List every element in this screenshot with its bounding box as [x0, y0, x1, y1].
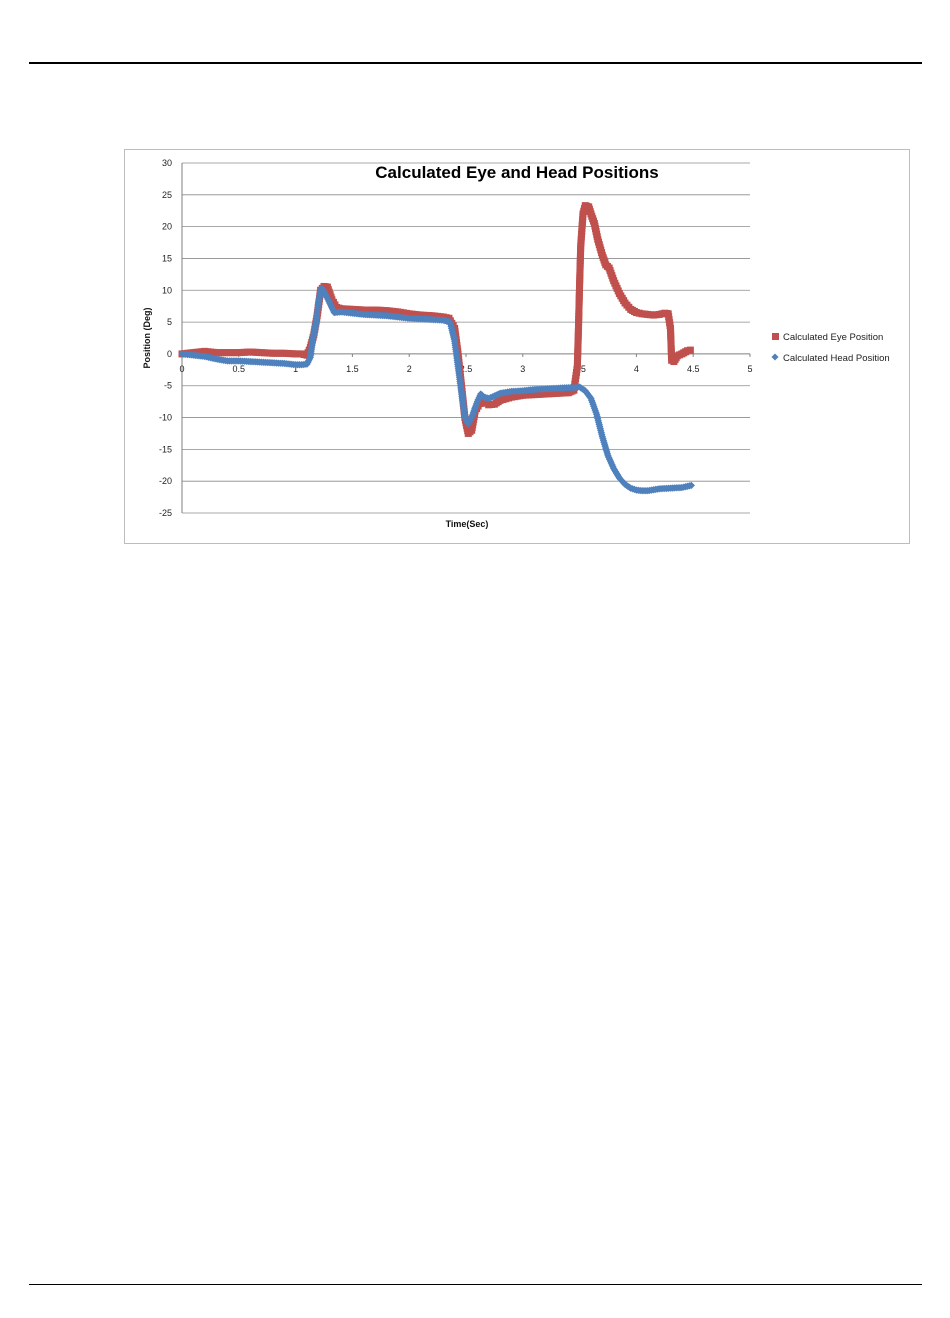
- chart-frame: 30 25 20 15 10 5 0 -5 -10 -15 -20 -25 0 0.5 1 1.5 2 2.5 3…: [124, 149, 910, 544]
- series-head: [178, 284, 695, 495]
- eye-position-point: [686, 346, 694, 354]
- legend: Calculated Eye Position Calculated Head …: [771, 332, 890, 364]
- chart-title: Calculated Eye and Head Positions: [375, 163, 658, 182]
- y-tick-label: -5: [164, 381, 172, 391]
- y-tick-label: 5: [167, 317, 172, 327]
- x-tick-label: 2: [407, 364, 412, 374]
- y-tick-label: 0: [167, 349, 172, 359]
- y-tick-label: -25: [159, 508, 172, 518]
- y-tick-label: -20: [159, 476, 172, 486]
- legend-head-marker: [771, 353, 779, 361]
- y-tick-label: 10: [162, 285, 172, 295]
- x-tick-label: 4.5: [687, 364, 700, 374]
- y-tick-label: 25: [162, 190, 172, 200]
- x-tick-label: 1: [293, 364, 298, 374]
- y-tick-label: -10: [159, 413, 172, 423]
- legend-head-label: Calculated Head Position: [783, 353, 890, 364]
- x-tick-label: 5: [747, 364, 752, 374]
- x-tick-label: 3: [520, 364, 525, 374]
- legend-eye-marker: [772, 333, 779, 340]
- x-tick-label: 0.5: [233, 364, 246, 374]
- footer-rule: [29, 1284, 922, 1285]
- x-axis-label: Time(Sec): [446, 519, 489, 529]
- x-tick-label: 4: [634, 364, 639, 374]
- y-tick-labels: 30 25 20 15 10 5 0 -5 -10 -15 -20 -25: [159, 158, 172, 518]
- axes: [181, 163, 751, 513]
- legend-eye-label: Calculated Eye Position: [783, 332, 883, 343]
- y-axis-label: Position (Deg): [142, 308, 152, 369]
- x-tick-label: 2.5: [460, 364, 473, 374]
- x-tick-label: 1.5: [346, 364, 359, 374]
- y-tick-label: 20: [162, 222, 172, 232]
- chart-svg: 30 25 20 15 10 5 0 -5 -10 -15 -20 -25 0 0.5 1 1.5 2 2.5 3…: [142, 158, 890, 529]
- series-marks: [178, 202, 695, 495]
- y-tick-label: 15: [162, 253, 172, 263]
- y-tick-label: 30: [162, 158, 172, 168]
- header-rule: [29, 62, 922, 64]
- x-tick-label: 0: [179, 364, 184, 374]
- gridlines: [182, 162, 750, 514]
- head-position-point: [687, 481, 695, 490]
- y-tick-label: -15: [159, 444, 172, 454]
